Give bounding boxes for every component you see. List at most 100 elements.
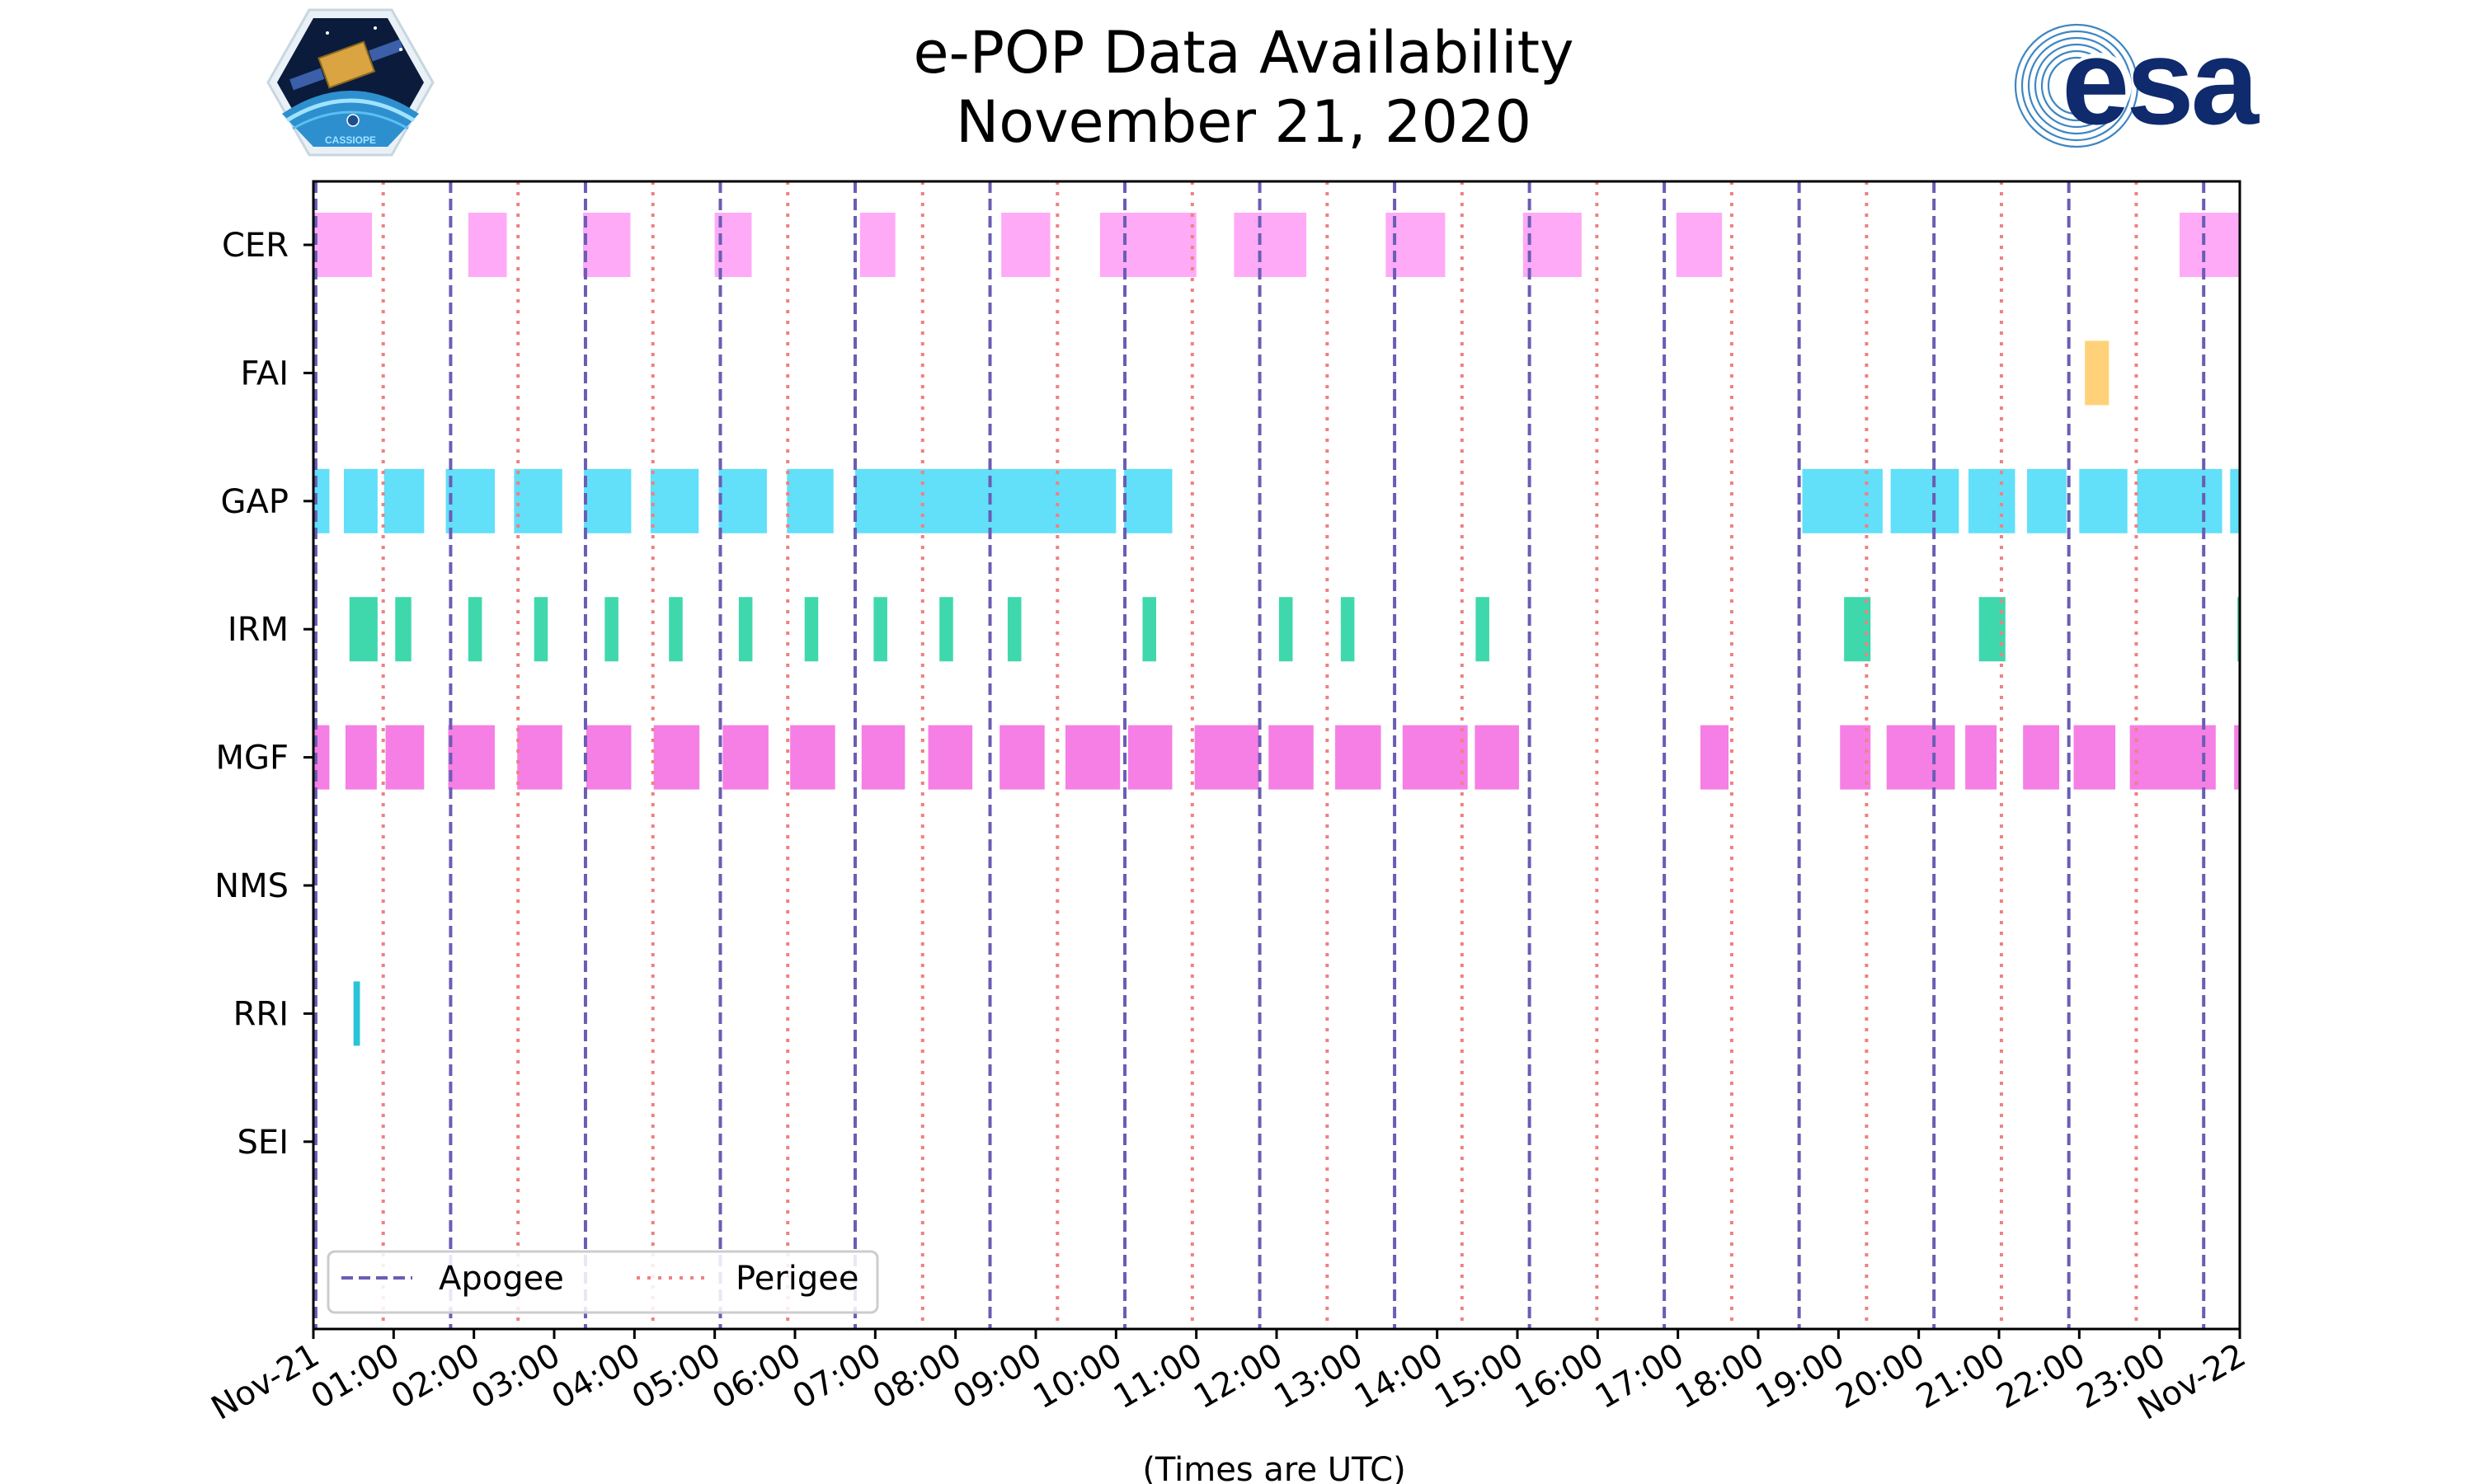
bar-irm	[604, 597, 618, 662]
bar-irm	[873, 597, 887, 662]
bar-mgf	[2234, 725, 2240, 790]
bar-mgf	[999, 725, 1045, 790]
bar-mgf	[1886, 725, 1955, 790]
bar-mgf	[448, 725, 495, 790]
y-tick-label: SEI	[238, 1124, 289, 1162]
legend: Apogee Perigee	[327, 1250, 879, 1314]
bar-irm	[395, 597, 412, 662]
bar-irm	[468, 597, 482, 662]
bar-mgf	[2073, 725, 2116, 790]
bar-mgf	[586, 725, 632, 790]
y-tick-label: MGF	[215, 740, 289, 777]
bar-mgf	[517, 725, 562, 790]
bar-mgf	[345, 725, 377, 790]
plot-area: CER FAI GAP IRM MGF NMS RRI SEI Nov-2101:0002:0…	[205, 180, 2252, 1428]
y-axis: CER FAI GAP IRM MGF NMS RRI SEI	[214, 227, 313, 1162]
bar-irm	[1007, 597, 1022, 662]
bar-irm	[349, 597, 378, 662]
x-tick-label: 12:00	[1188, 1336, 1289, 1416]
x-tick-label: 03:00	[465, 1336, 567, 1416]
x-axis-label: (Times are UTC)	[1142, 1451, 1405, 1484]
x-tick-label: 02:00	[385, 1336, 487, 1416]
bar-irm	[738, 597, 753, 662]
legend-apogee-label: Apogee	[439, 1260, 564, 1298]
bar-mgf	[1194, 725, 1259, 790]
bar-mgf	[2023, 725, 2059, 790]
x-tick-label: 06:00	[706, 1336, 807, 1416]
cassiope-logo: CASSIOPE	[266, 8, 435, 157]
bar-cer	[468, 213, 507, 277]
x-tick-label: 17:00	[1589, 1336, 1691, 1416]
bar-gap	[584, 468, 632, 533]
bar-mgf	[1335, 725, 1381, 790]
bar-cer	[1001, 213, 1051, 277]
x-tick-label: 16:00	[1508, 1336, 1610, 1416]
bar-irm	[939, 597, 953, 662]
x-tick-label: 22:00	[1990, 1336, 2091, 1416]
bar-irm	[804, 597, 819, 662]
x-tick-label: 10:00	[1027, 1336, 1128, 1416]
x-tick-label: 21:00	[1910, 1336, 2011, 1416]
bar-gap	[383, 468, 425, 533]
x-tick-label: 07:00	[786, 1336, 887, 1416]
x-tick-label: 09:00	[947, 1336, 1048, 1416]
y-tick-label: RRI	[233, 995, 289, 1033]
bar-irm	[1278, 597, 1293, 662]
x-tick-label: 05:00	[626, 1336, 727, 1416]
bar-gap	[855, 468, 1117, 533]
y-tick-label: IRM	[228, 611, 289, 649]
x-tick-label: 01:00	[304, 1336, 406, 1416]
bar-gap	[2027, 468, 2067, 533]
chart-subtitle: November 21, 2020	[956, 88, 1531, 156]
bar-gap	[650, 468, 699, 533]
bar-mgf	[1065, 725, 1121, 790]
x-tick-label: 08:00	[867, 1336, 968, 1416]
bar-mgf	[653, 725, 700, 790]
bar-gap	[343, 468, 378, 533]
bar-irm	[534, 597, 548, 662]
cassiope-logo-text: CASSIOPE	[325, 134, 376, 146]
x-tick-label: 11:00	[1108, 1336, 1209, 1416]
bar-irm	[1978, 597, 2006, 662]
esa-logo: esa	[2014, 14, 2264, 150]
bar-mgf	[1127, 725, 1173, 790]
bar-gap	[787, 468, 834, 533]
bar-cer	[313, 213, 373, 277]
x-tick-label: 19:00	[1749, 1336, 1851, 1416]
bar-mgf	[861, 725, 905, 790]
bar-gap	[1968, 468, 2015, 533]
x-axis: Nov-2101:0002:0003:0004:0005:0006:0007:0…	[205, 1329, 2252, 1428]
bar-gap	[1124, 468, 1173, 533]
bar-mgf	[928, 725, 973, 790]
bar-mgf	[1475, 725, 1519, 790]
bar-mgf	[1268, 725, 1314, 790]
chart-title: e-POP Data Availability	[913, 19, 1573, 87]
bar-cer	[583, 213, 631, 277]
bar-gap	[2137, 468, 2222, 533]
bar-irm	[669, 597, 683, 662]
bar-rri	[353, 981, 360, 1046]
bar-mgf	[2129, 725, 2216, 790]
bar-mgf	[1965, 725, 1997, 790]
bar-fai	[2085, 340, 2109, 406]
y-tick-label: NMS	[214, 867, 289, 905]
x-tick-label: 20:00	[1830, 1336, 1931, 1416]
x-tick-label: 18:00	[1669, 1336, 1771, 1416]
bar-mgf	[1840, 725, 1871, 790]
bar-mgf	[790, 725, 835, 790]
bar-gap	[1802, 468, 1883, 533]
bar-cer	[1234, 213, 1307, 277]
bar-cer	[1522, 213, 1582, 277]
x-tick-label: 15:00	[1428, 1336, 1530, 1416]
bar-cer	[1099, 213, 1197, 277]
bar-irm	[1340, 597, 1355, 662]
bar-cer	[859, 213, 896, 277]
bar-gap	[718, 468, 767, 533]
bar-mgf	[385, 725, 425, 790]
bar-gap	[2079, 468, 2128, 533]
orbit-lines-layer	[313, 181, 2206, 1329]
bar-gap	[2230, 468, 2240, 533]
x-tick-label: 14:00	[1348, 1336, 1450, 1416]
x-tick-label: 13:00	[1268, 1336, 1369, 1416]
